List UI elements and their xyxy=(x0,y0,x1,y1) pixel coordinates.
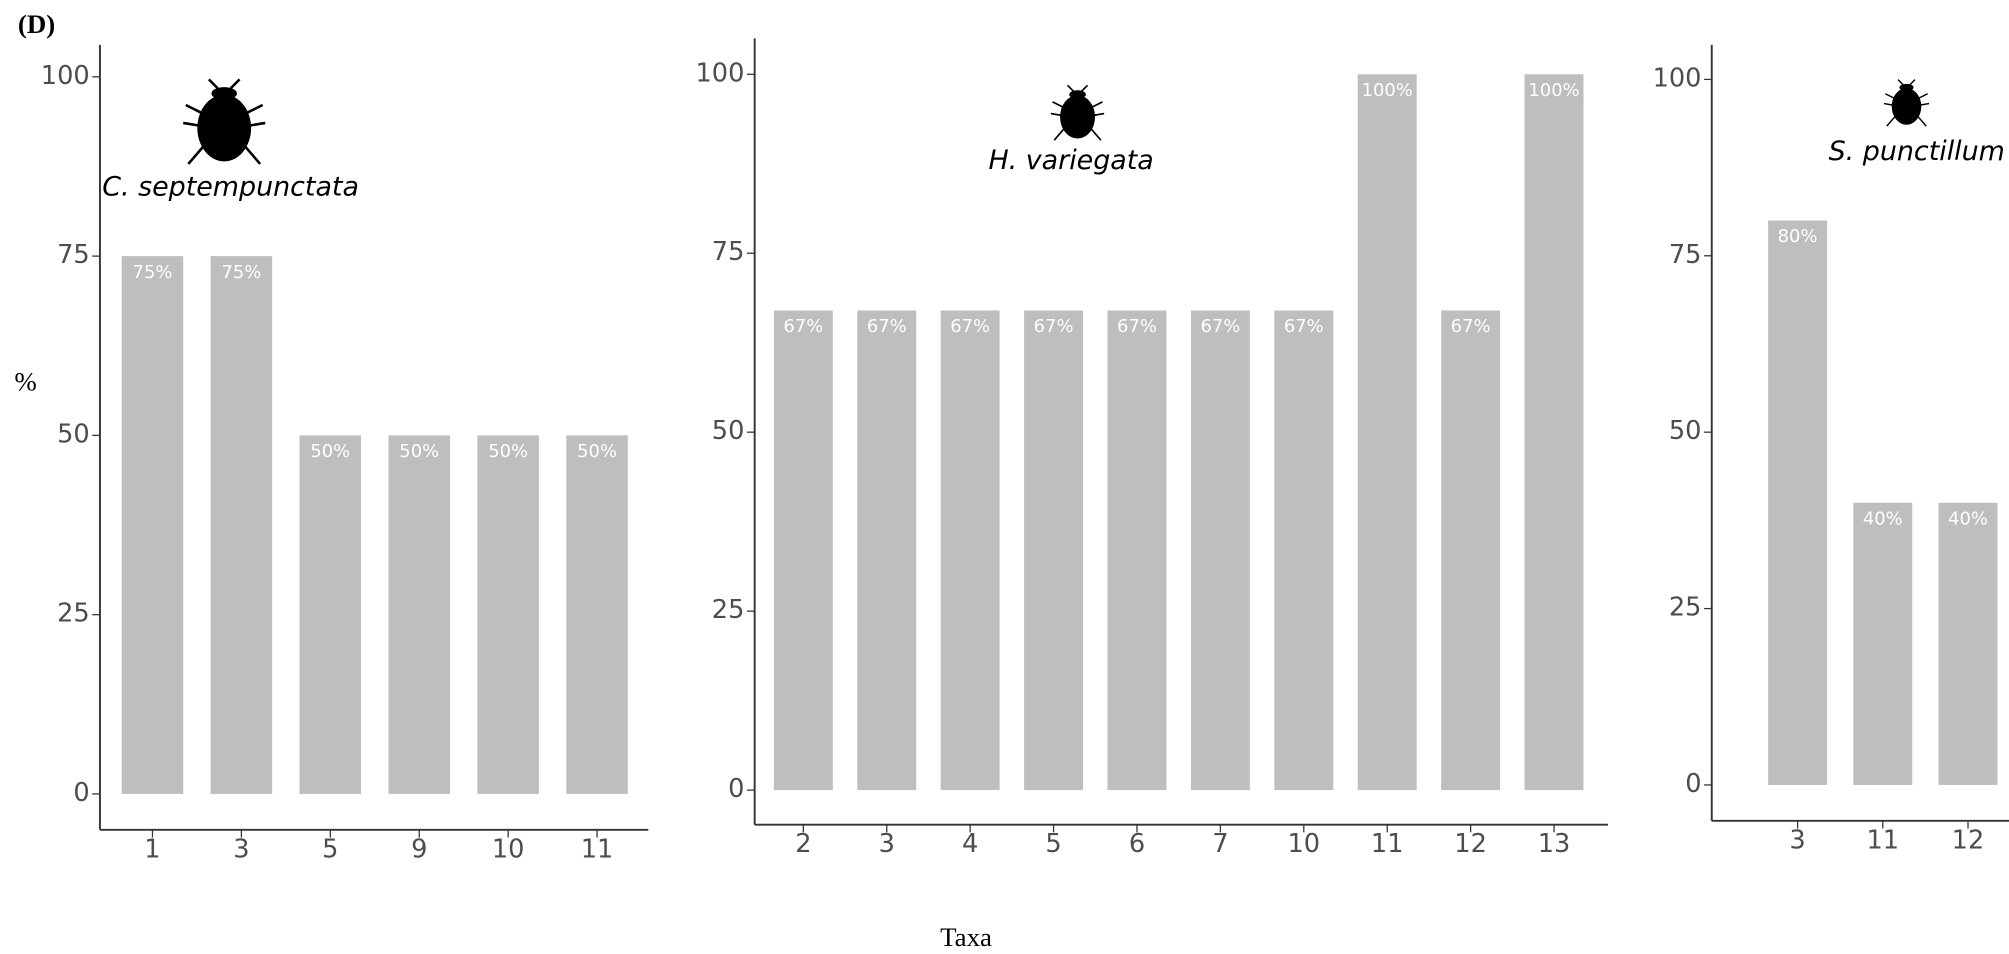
value-label: 50% xyxy=(310,441,350,462)
value-label: 50% xyxy=(488,441,528,462)
beetle-icon xyxy=(1050,84,1105,141)
y-tick-label: 25 xyxy=(712,595,745,625)
beetle-body xyxy=(197,94,252,162)
value-label: 50% xyxy=(399,441,439,462)
y-tick-label: 75 xyxy=(712,237,745,267)
y-tick-label: 100 xyxy=(41,61,90,91)
beetle-icon xyxy=(1883,79,1930,127)
x-tick-label: 2 xyxy=(795,829,811,859)
bar xyxy=(477,435,539,794)
chart-title: C. septempunctata xyxy=(102,172,359,203)
beetle-body xyxy=(1891,88,1922,125)
bar xyxy=(210,256,273,794)
x-tick-label: 10 xyxy=(1287,829,1320,859)
bar xyxy=(1938,502,1998,785)
x-tick-label: 13 xyxy=(1538,829,1571,859)
x-tick-label: 9 xyxy=(411,834,427,864)
bar xyxy=(1853,502,1913,785)
y-tick-label: 25 xyxy=(57,599,90,629)
y-tick-label: 100 xyxy=(696,58,745,88)
bar xyxy=(121,256,184,794)
value-label: 100% xyxy=(1362,80,1413,101)
bar xyxy=(1768,220,1828,785)
value-label: 50% xyxy=(577,441,617,462)
chart-title: S. punctillum xyxy=(1829,136,2005,167)
y-tick-label: 100 xyxy=(1653,63,1702,93)
x-tick-label: 6 xyxy=(1129,829,1145,859)
bar xyxy=(388,435,450,794)
x-tick-label: 12 xyxy=(1952,825,1985,855)
beetle-head xyxy=(1069,90,1086,99)
y-tick-label: 0 xyxy=(728,774,744,804)
value-label: 75% xyxy=(221,262,261,283)
x-tick-label: 3 xyxy=(1789,825,1805,855)
value-label: 40% xyxy=(1948,508,1988,529)
x-tick-label: 4 xyxy=(962,829,978,859)
bar xyxy=(773,310,833,791)
x-tick-label: 3 xyxy=(879,829,895,859)
chart-title: H. variegata xyxy=(988,145,1153,176)
panel-label: (D) xyxy=(18,9,55,39)
x-tick-label: 5 xyxy=(1045,829,1061,859)
y-axis-label: % xyxy=(14,366,36,396)
value-label: 40% xyxy=(1863,508,1903,529)
x-tick-label: 11 xyxy=(581,834,614,864)
x-tick-label: 12 xyxy=(1454,829,1487,859)
bar xyxy=(299,435,362,794)
y-tick-label: 75 xyxy=(57,240,90,270)
x-tick-label: 5 xyxy=(322,834,338,864)
x-tick-label: 1 xyxy=(144,834,160,864)
value-label: 67% xyxy=(1284,316,1324,337)
beetle-legs xyxy=(1050,84,1105,141)
x-tick-label: 3 xyxy=(233,834,249,864)
value-label: 80% xyxy=(1778,226,1818,247)
bar xyxy=(1524,74,1584,791)
x-axis-label: Taxa xyxy=(940,922,992,952)
y-tick-label: 0 xyxy=(1685,769,1701,799)
bar xyxy=(1107,310,1167,791)
bar xyxy=(1441,310,1501,791)
value-label: 100% xyxy=(1528,80,1579,101)
y-tick-label: 0 xyxy=(73,778,89,808)
x-tick-label: 11 xyxy=(1371,829,1404,859)
beetle-head xyxy=(211,87,238,100)
y-tick-label: 50 xyxy=(712,416,745,446)
bar xyxy=(940,310,1000,791)
value-label: 67% xyxy=(783,316,823,337)
value-label: 75% xyxy=(133,262,173,283)
beetle-legs xyxy=(183,78,266,165)
beetle-legs xyxy=(1883,79,1930,127)
bar xyxy=(1190,310,1250,791)
value-label: 67% xyxy=(1200,316,1240,337)
y-tick-label: 50 xyxy=(1669,416,1702,446)
bar xyxy=(566,435,628,794)
y-tick-label: 25 xyxy=(1669,593,1702,623)
x-tick-label: 10 xyxy=(492,834,525,864)
beetle-head xyxy=(1899,83,1914,91)
value-label: 67% xyxy=(1117,316,1157,337)
bar xyxy=(1357,74,1417,791)
value-label: 67% xyxy=(1451,316,1491,337)
value-label: 67% xyxy=(867,316,907,337)
bar xyxy=(1024,310,1084,791)
x-tick-label: 11 xyxy=(1866,825,1899,855)
bar xyxy=(1274,310,1334,791)
beetle-body xyxy=(1060,95,1096,139)
bar xyxy=(857,310,917,791)
value-label: 67% xyxy=(950,316,990,337)
beetle-icon xyxy=(183,78,266,165)
value-label: 67% xyxy=(1034,316,1074,337)
y-tick-label: 75 xyxy=(1669,240,1702,270)
x-tick-label: 7 xyxy=(1212,829,1228,859)
y-tick-label: 50 xyxy=(57,419,90,449)
